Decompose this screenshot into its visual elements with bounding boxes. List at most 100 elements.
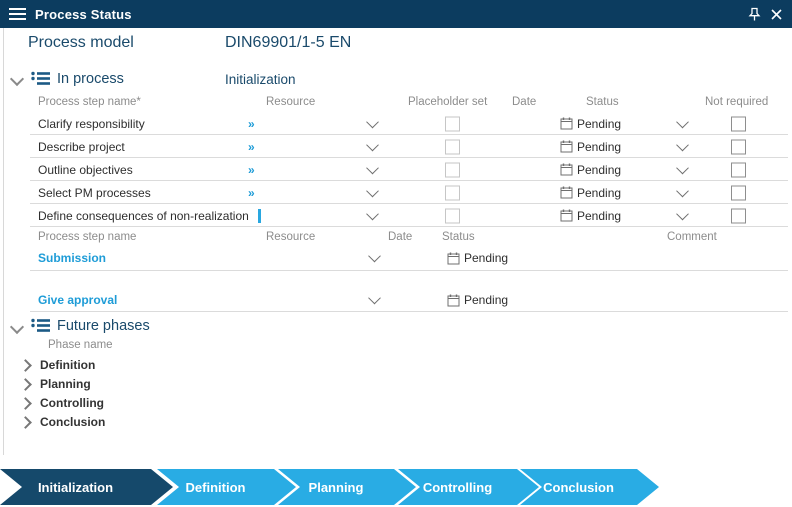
- list-icon: [31, 71, 50, 85]
- status-dropdown-icon[interactable]: [676, 207, 689, 220]
- hamburger-menu-icon[interactable]: [9, 8, 26, 20]
- calendar-icon: [560, 117, 573, 130]
- calendar-icon: [560, 209, 573, 222]
- status-field[interactable]: Pending: [560, 117, 621, 131]
- table-row: Select PM processes » Pending: [0, 181, 792, 204]
- process-model-label: Process model: [28, 34, 134, 51]
- phase-row: Conclusion: [0, 413, 792, 431]
- row-divider: [30, 311, 788, 312]
- not-required-checkbox[interactable]: [731, 208, 746, 223]
- col-header-resource: Resource: [266, 231, 316, 243]
- pin-icon[interactable]: [748, 7, 761, 22]
- phase-segment-definition: Definition: [157, 469, 296, 505]
- calendar-icon: [560, 163, 573, 176]
- status-value: Pending: [577, 116, 622, 131]
- row-divider: [30, 157, 788, 158]
- phase-segment-initialization: Initialization: [0, 469, 173, 505]
- resource-dropdown-icon[interactable]: [366, 161, 379, 174]
- status-dropdown-icon[interactable]: [676, 184, 689, 197]
- expand-chevron-icon[interactable]: [19, 359, 32, 372]
- status-field[interactable]: Pending: [560, 140, 621, 154]
- resource-link[interactable]: »: [248, 139, 255, 154]
- expand-chevron-icon[interactable]: [19, 397, 32, 410]
- collapse-chevron-icon[interactable]: [9, 71, 25, 87]
- status-field[interactable]: Pending: [560, 163, 621, 177]
- step-name: Describe project: [38, 139, 125, 154]
- status-value: Pending: [577, 139, 622, 154]
- step-name: Select PM processes: [38, 185, 151, 200]
- col-header-step-name: Process step name: [38, 231, 137, 243]
- calendar-icon: [560, 140, 573, 153]
- process-model-value: DIN69901/1-5 EN: [225, 34, 352, 51]
- row-divider: [30, 270, 788, 271]
- status-field[interactable]: Pending: [560, 186, 621, 200]
- phase-row: Controlling: [0, 394, 792, 412]
- placeholder-set-checkbox[interactable]: [445, 162, 460, 177]
- step-link[interactable]: Give approval: [38, 293, 118, 307]
- step-link[interactable]: Submission: [38, 251, 107, 265]
- status-field[interactable]: Pending: [560, 209, 621, 223]
- col-header-resource: Resource: [266, 96, 316, 108]
- resource-dropdown-icon[interactable]: [368, 249, 381, 263]
- row-divider: [30, 180, 788, 181]
- phase-row: Planning: [0, 375, 792, 393]
- resource-dropdown-icon[interactable]: [366, 138, 379, 151]
- step-name: Define consequences of non-realization: [38, 208, 249, 223]
- table-row: Clarify responsibility » Pending: [0, 112, 792, 135]
- row-divider: [30, 134, 788, 135]
- placeholder-set-checkbox[interactable]: [445, 139, 460, 154]
- resource-dropdown-icon[interactable]: [366, 115, 379, 128]
- resource-link[interactable]: »: [248, 116, 255, 131]
- status-field[interactable]: Pending: [447, 293, 508, 307]
- status-value: Pending: [464, 293, 509, 307]
- phase-segment-conclusion: Conclusion: [520, 469, 659, 505]
- expand-chevron-icon[interactable]: [19, 416, 32, 429]
- calendar-icon: [447, 252, 460, 264]
- row-divider: [30, 226, 788, 227]
- table-row: Submission Pending: [0, 246, 792, 270]
- status-value: Pending: [577, 185, 622, 200]
- expand-chevron-icon[interactable]: [19, 378, 32, 391]
- phase-name: Planning: [40, 377, 91, 391]
- col-header-not-required: Not required: [705, 96, 769, 108]
- resource-link[interactable]: »: [248, 162, 255, 177]
- col-header-comment: Comment: [667, 231, 717, 243]
- col-header-placeholder-set: Placeholder set: [408, 96, 488, 108]
- table-row: Outline objectives » Pending: [0, 158, 792, 181]
- table-row: Define consequences of non-realization P…: [0, 204, 792, 227]
- panel-left-border: [3, 28, 4, 455]
- text-caret: [258, 208, 261, 223]
- row-divider: [30, 203, 788, 204]
- status-dropdown-icon[interactable]: [676, 161, 689, 174]
- step-name: Clarify responsibility: [38, 116, 145, 131]
- col-header-status: Status: [442, 231, 475, 243]
- resource-dropdown-icon[interactable]: [368, 291, 381, 305]
- not-required-checkbox[interactable]: [731, 139, 746, 154]
- not-required-checkbox[interactable]: [731, 116, 746, 131]
- phase-segment-controlling: Controlling: [398, 469, 539, 505]
- placeholder-set-checkbox[interactable]: [445, 208, 460, 223]
- resource-link[interactable]: »: [248, 185, 255, 200]
- resource-dropdown-icon[interactable]: [366, 207, 379, 220]
- not-required-checkbox[interactable]: [731, 185, 746, 200]
- status-value: Pending: [577, 208, 622, 223]
- resource-dropdown-icon[interactable]: [366, 184, 379, 197]
- placeholder-set-checkbox[interactable]: [445, 116, 460, 131]
- collapse-chevron-icon[interactable]: [9, 319, 25, 335]
- close-icon[interactable]: [771, 8, 782, 20]
- table-row: Give approval Pending: [0, 288, 792, 312]
- status-field[interactable]: Pending: [447, 251, 508, 265]
- phase-name: Controlling: [40, 396, 104, 410]
- status-dropdown-icon[interactable]: [676, 115, 689, 128]
- status-dropdown-icon[interactable]: [676, 138, 689, 151]
- phase-segment-planning: Planning: [278, 469, 416, 505]
- calendar-icon: [447, 294, 460, 306]
- status-value: Pending: [577, 162, 622, 177]
- col-header-step-name: Process step name*: [38, 96, 141, 108]
- calendar-icon: [560, 186, 573, 199]
- placeholder-set-checkbox[interactable]: [445, 185, 460, 200]
- not-required-checkbox[interactable]: [731, 162, 746, 177]
- step-name: Outline objectives: [38, 162, 133, 177]
- col-header-phase-name: Phase name: [48, 339, 113, 351]
